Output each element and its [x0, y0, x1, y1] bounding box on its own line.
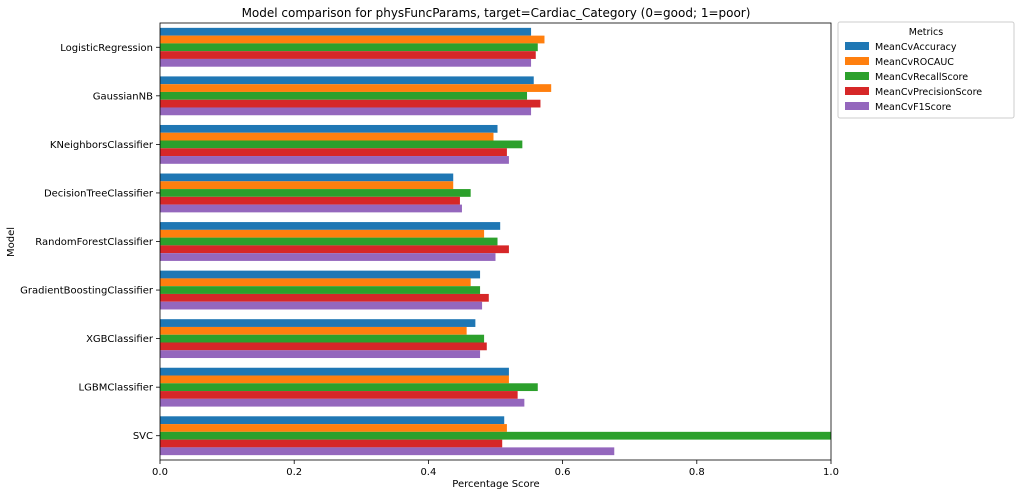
bar-MeanCvROCAUC-KNeighborsClassifier — [160, 132, 494, 141]
bar-MeanCvAccuracy-XGBClassifier — [160, 319, 476, 327]
legend-label-MeanCvF1Score: MeanCvF1Score — [875, 102, 951, 113]
bar-MeanCvAccuracy-GradientBoostingClassifier — [160, 270, 481, 279]
bar-MeanCvRecallScore-LGBMClassifier — [160, 383, 538, 392]
x-tick-label: 0.8 — [689, 467, 705, 478]
bar-MeanCvF1Score-XGBClassifier — [160, 350, 481, 359]
bar-MeanCvROCAUC-GaussianNB — [160, 84, 552, 92]
bar-MeanCvAccuracy-DecisionTreeClassifier — [160, 173, 454, 182]
bar-MeanCvPrecisionScore-DecisionTreeClassifier — [160, 196, 460, 205]
legend: Metrics MeanCvAccuracyMeanCvROCAUCMeanCv… — [837, 21, 1015, 119]
bar-MeanCvAccuracy-SVC — [160, 416, 505, 425]
y-axis: LogisticRegression GaussianNB KNeighborsCl… — [20, 43, 160, 442]
bar-MeanCvPrecisionScore-LogisticRegression — [160, 51, 536, 59]
bar-MeanCvPrecisionScore-SVC — [160, 439, 503, 448]
bar-MeanCvROCAUC-DecisionTreeClassifier — [160, 181, 454, 190]
bar-MeanCvAccuracy-LGBMClassifier — [160, 367, 509, 376]
bar-MeanCvRecallScore-XGBClassifier — [160, 334, 485, 343]
bar-MeanCvROCAUC-LGBMClassifier — [160, 375, 509, 384]
y-tick-label: KNeighborsClassifier — [50, 140, 154, 151]
x-tick-label: 0.6 — [555, 467, 571, 478]
bar-MeanCvF1Score-GradientBoostingClassifier — [160, 301, 483, 310]
y-tick-label: RandomForestClassifier — [35, 237, 154, 248]
bar-MeanCvAccuracy-RandomForestClassifier — [160, 222, 501, 230]
legend-label-MeanCvRecallScore: MeanCvRecallScore — [875, 72, 968, 83]
bar-MeanCvAccuracy-LogisticRegression — [160, 27, 532, 36]
bar-MeanCvF1Score-DecisionTreeClassifier — [160, 204, 462, 213]
legend-swatch-MeanCvF1Score — [845, 102, 869, 110]
x-axis-title: Percentage Score — [452, 479, 539, 490]
x-tick-label: 1.0 — [823, 467, 839, 478]
bar-MeanCvROCAUC-LogisticRegression — [160, 35, 545, 44]
y-tick-label: LGBMClassifier — [79, 383, 154, 394]
bars-layer — [160, 27, 831, 456]
bar-MeanCvROCAUC-RandomForestClassifier — [160, 229, 485, 238]
legend-swatch-MeanCvROCAUC — [845, 57, 869, 65]
bar-MeanCvF1Score-LogisticRegression — [160, 58, 532, 67]
bar-MeanCvRecallScore-DecisionTreeClassifier — [160, 189, 471, 197]
legend-box — [837, 21, 1015, 119]
y-tick-label: GaussianNB — [93, 91, 153, 102]
x-tick-label: 0.2 — [286, 467, 302, 478]
bar-MeanCvPrecisionScore-KNeighborsClassifier — [160, 148, 507, 157]
y-tick-label: SVC — [133, 431, 153, 442]
bar-MeanCvF1Score-SVC — [160, 447, 615, 456]
x-tick-label: 0.0 — [152, 467, 168, 478]
bar-MeanCvROCAUC-GradientBoostingClassifier — [160, 278, 471, 287]
legend-label-MeanCvAccuracy: MeanCvAccuracy — [875, 42, 957, 53]
legend-swatch-MeanCvRecallScore — [845, 72, 869, 80]
bar-MeanCvAccuracy-GaussianNB — [160, 76, 534, 85]
y-axis-title: Model — [6, 227, 17, 257]
bar-MeanCvRecallScore-GradientBoostingClassifier — [160, 286, 481, 294]
bar-MeanCvRecallScore-KNeighborsClassifier — [160, 140, 523, 149]
legend-swatch-MeanCvPrecisionScore — [845, 87, 869, 95]
bar-MeanCvPrecisionScore-RandomForestClassifier — [160, 245, 509, 254]
x-tick-label: 0.4 — [420, 467, 436, 478]
bar-MeanCvPrecisionScore-LGBMClassifier — [160, 391, 518, 399]
bar-MeanCvPrecisionScore-GradientBoostingClassifier — [160, 293, 489, 302]
bar-MeanCvRecallScore-GaussianNB — [160, 91, 528, 100]
y-tick-label: GradientBoostingClassifier — [20, 286, 154, 297]
bar-MeanCvROCAUC-SVC — [160, 424, 507, 432]
bar-MeanCvRecallScore-SVC — [160, 431, 831, 440]
y-tick-label: XGBClassifier — [86, 334, 154, 345]
bar-MeanCvF1Score-RandomForestClassifier — [160, 253, 496, 261]
bar-MeanCvPrecisionScore-GaussianNB — [160, 99, 541, 108]
bar-MeanCvAccuracy-KNeighborsClassifier — [160, 124, 498, 133]
legend-items: MeanCvAccuracy MeanCvROCAUC MeanCvRecallSc… — [845, 42, 982, 113]
bar-MeanCvF1Score-LGBMClassifier — [160, 398, 525, 407]
bar-MeanCvPrecisionScore-XGBClassifier — [160, 342, 487, 351]
chart-title: Model comparison for physFuncParams, tar… — [242, 6, 751, 20]
y-tick-label: DecisionTreeClassifier — [44, 188, 154, 199]
bar-MeanCvF1Score-GaussianNB — [160, 107, 532, 116]
x-axis: 0.0 0.2 0.4 0.6 0.8 1.0 — [152, 460, 839, 478]
y-tick-label: LogisticRegression — [60, 43, 153, 54]
bar-MeanCvROCAUC-XGBClassifier — [160, 326, 467, 335]
bar-MeanCvRecallScore-RandomForestClassifier — [160, 237, 498, 246]
legend-title: Metrics — [909, 27, 944, 38]
legend-swatch-MeanCvAccuracy — [845, 42, 869, 50]
bar-MeanCvF1Score-KNeighborsClassifier — [160, 156, 509, 164]
legend-label-MeanCvROCAUC: MeanCvROCAUC — [875, 57, 954, 68]
bar-MeanCvRecallScore-LogisticRegression — [160, 43, 538, 52]
legend-label-MeanCvPrecisionScore: MeanCvPrecisionScore — [875, 87, 982, 98]
